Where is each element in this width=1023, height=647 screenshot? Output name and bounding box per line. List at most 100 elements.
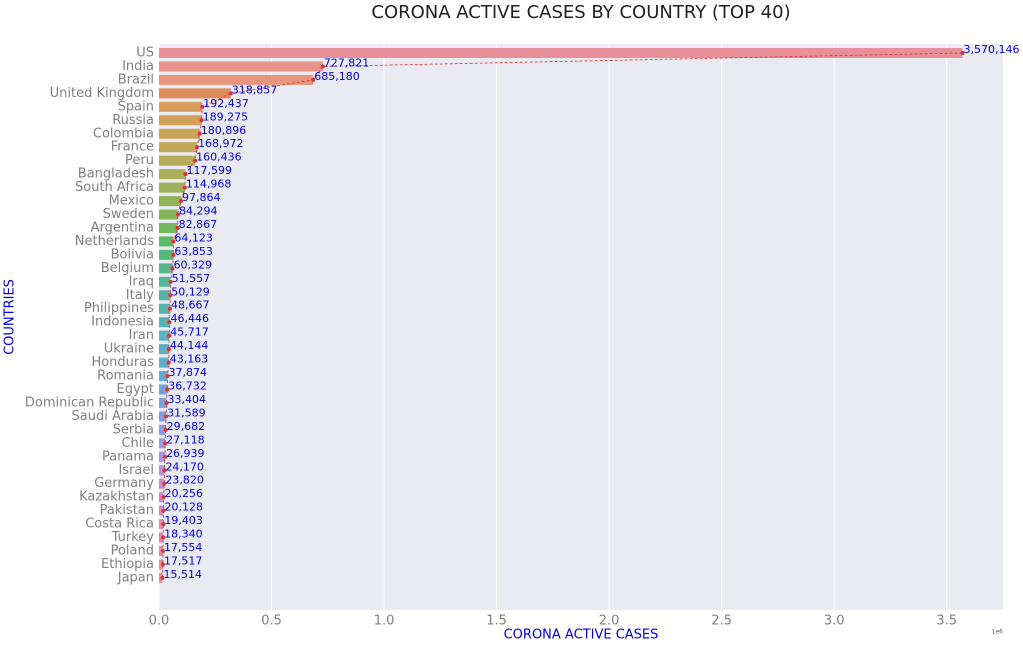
bar [159, 61, 323, 72]
value-label: 20,128 [165, 501, 204, 514]
point [170, 266, 175, 271]
point [167, 333, 172, 338]
y-tick-label: Poland [111, 544, 154, 559]
bar [159, 424, 166, 435]
point [197, 131, 202, 136]
y-tick-label: Chile [121, 436, 154, 451]
y-tick-label: Germany [94, 476, 154, 491]
x-tick-label: 0.0 [149, 614, 170, 629]
bar [159, 209, 178, 220]
y-tick-label: India [122, 59, 154, 74]
y-tick-label: Bangladesh [78, 167, 154, 182]
value-label: 18,340 [164, 528, 203, 541]
y-tick-label: Pakistan [100, 503, 154, 518]
value-label: 29,682 [167, 420, 206, 433]
bar [159, 196, 182, 207]
x-tick-label: 0.5 [261, 614, 282, 629]
bar [159, 505, 164, 516]
bar [159, 236, 174, 247]
point [199, 118, 204, 123]
value-label: 45,717 [170, 326, 209, 339]
point [193, 158, 198, 163]
x-tick-label: 1.0 [374, 614, 395, 629]
point [175, 225, 180, 230]
y-tick-label: Belgium [101, 261, 154, 276]
value-label: 19,403 [164, 514, 203, 527]
y-tick-label: Serbia [113, 422, 154, 437]
y-tick-label: Indonesia [91, 315, 154, 330]
value-label: 23,820 [165, 474, 204, 487]
value-label: 43,163 [170, 353, 209, 366]
x-offset-label: 1e6 [992, 629, 1004, 636]
y-tick-label: South Africa [75, 180, 154, 195]
bar [159, 222, 178, 233]
value-label: 15,514 [163, 568, 202, 581]
y-axis-label: COUNTRIES [3, 279, 18, 355]
y-tick-label: Romania [97, 369, 154, 384]
point [165, 387, 170, 392]
value-label: 46,446 [170, 312, 209, 325]
point [320, 64, 325, 69]
y-tick-label: Panama [102, 449, 154, 464]
y-tick-label: Russia [112, 113, 154, 128]
x-tick-label: 2.5 [711, 614, 732, 629]
value-label: 24,170 [165, 460, 204, 473]
bar [159, 317, 170, 328]
point [175, 212, 180, 217]
y-tick-label: Colombia [93, 126, 154, 141]
value-label: 318,857 [232, 83, 278, 96]
bar [159, 303, 170, 314]
value-label: 50,129 [171, 285, 210, 298]
y-tick-label: Iraq [129, 274, 154, 289]
x-tick-label: 3.5 [936, 614, 957, 629]
y-tick-label: Japan [117, 570, 154, 585]
point [166, 347, 171, 352]
point [165, 374, 170, 379]
point [171, 239, 176, 244]
y-tick-label: Turkey [111, 530, 155, 545]
value-label: 97,864 [182, 191, 221, 204]
value-label: 189,275 [203, 110, 249, 123]
bar [159, 330, 170, 341]
y-tick-label: Kazakhstan [79, 490, 154, 505]
bar [159, 290, 171, 301]
value-label: 685,180 [314, 70, 360, 83]
point [161, 495, 166, 500]
point [167, 320, 172, 325]
bar [159, 371, 168, 382]
value-label: 33,404 [168, 393, 207, 406]
bar [159, 384, 168, 395]
bar [159, 478, 165, 489]
value-label: 26,939 [166, 447, 205, 460]
y-tick-label: Spain [118, 99, 154, 114]
y-tick-label: Ethiopia [101, 557, 154, 572]
point [160, 575, 165, 580]
bar [159, 532, 164, 543]
bar [159, 182, 185, 193]
y-tick-label: Iran [129, 328, 154, 343]
point [168, 279, 173, 284]
y-tick-label: United Kingdom [50, 86, 154, 101]
y-tick-label: Bolivia [111, 247, 154, 262]
value-label: 727,821 [324, 56, 370, 69]
bar [159, 101, 203, 112]
bar [159, 142, 198, 153]
bar [159, 451, 166, 462]
y-tick-label: Egypt [116, 382, 154, 397]
point [228, 91, 233, 96]
y-tick-label: Peru [125, 153, 154, 168]
plot-background [159, 44, 1003, 610]
y-tick-label: Netherlands [75, 234, 154, 249]
value-label: 60,329 [174, 258, 213, 271]
bar [159, 344, 169, 355]
trend-line [162, 52, 963, 578]
point [311, 77, 316, 82]
point [182, 185, 187, 190]
bar [159, 438, 166, 449]
value-label: 160,436 [196, 151, 242, 164]
point [164, 400, 169, 405]
point [164, 414, 169, 419]
y-tick-label: Dominican Republic [25, 395, 154, 410]
y-tick-label: Ukraine [104, 342, 154, 357]
y-tick-label: Sweden [103, 207, 154, 222]
